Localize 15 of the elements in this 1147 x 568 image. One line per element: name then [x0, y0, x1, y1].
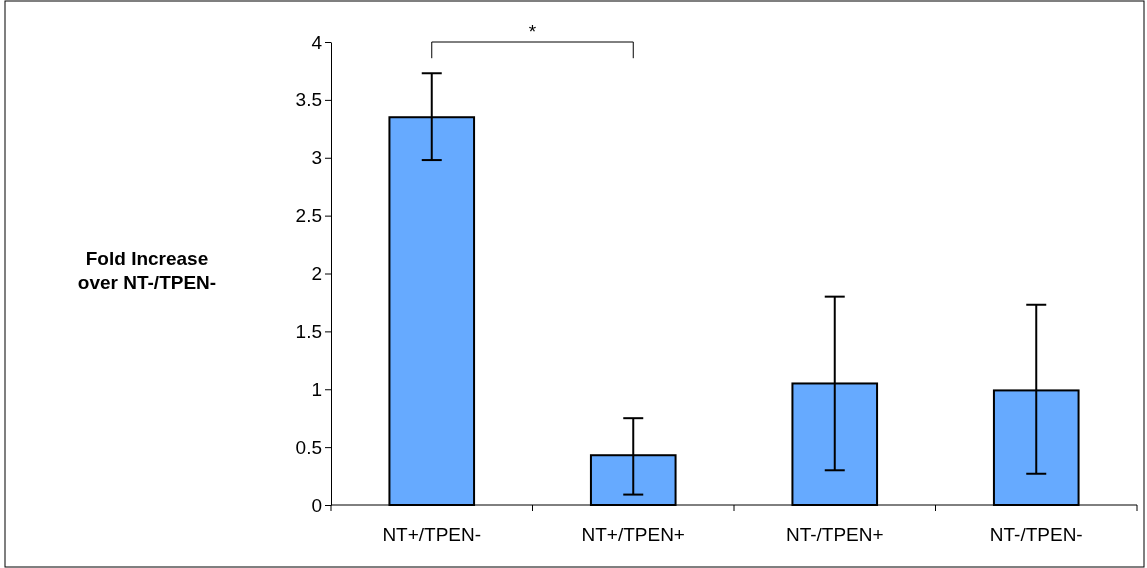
y-tick-label: 3	[311, 147, 322, 169]
y-tick-label: 0	[311, 494, 322, 516]
y-tick-label: 4	[311, 31, 323, 53]
text: *	[528, 21, 537, 42]
y-tick-label: 2.5	[295, 205, 322, 227]
y-tick-label: 0.5	[295, 436, 322, 458]
x-tick-label: NT+/TPEN-	[382, 524, 482, 545]
y-tick-label: 1	[311, 378, 322, 400]
x-tick-label: NT+/TPEN+	[581, 524, 685, 545]
y-tick-label: 3.5	[295, 89, 322, 111]
x-tick-label: NT-/TPEN-	[989, 524, 1083, 545]
y-tick-label: 2	[311, 263, 322, 285]
x-tick-label: NT-/TPEN+	[785, 524, 884, 545]
y-tick-label: 1.5	[295, 320, 322, 342]
y-axis-title: Fold Increase over NT-/TPEN-	[77, 248, 217, 293]
